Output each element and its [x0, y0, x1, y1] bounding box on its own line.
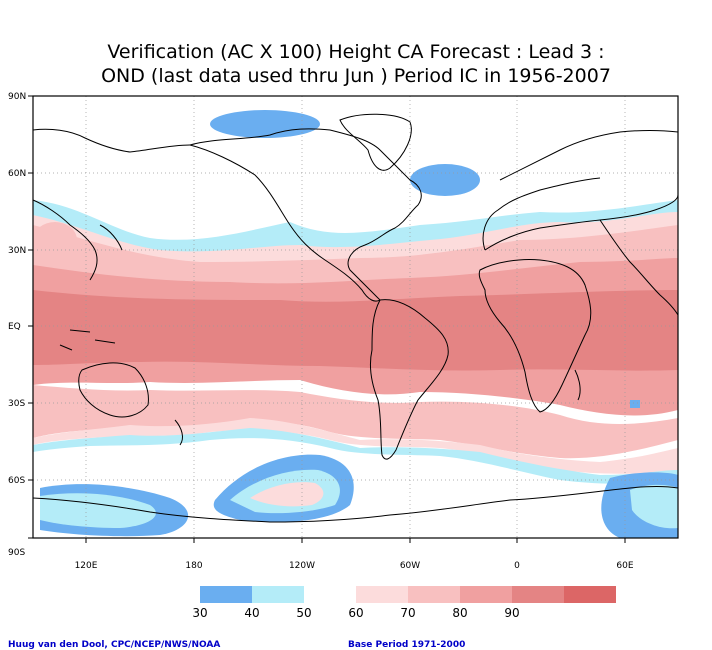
colorbar-label: 90	[504, 606, 520, 620]
map-panel	[28, 95, 679, 543]
colorbar-swatch	[200, 586, 252, 603]
colorbar-label: 50	[296, 606, 312, 620]
colorbar-swatch	[304, 586, 356, 603]
colorbar-label: 70	[400, 606, 416, 620]
title-line-1: Verification (AC X 100) Height CA Foreca…	[107, 41, 605, 63]
colorbar-swatch	[512, 586, 564, 603]
lat-label: 30S	[8, 399, 26, 409]
colorbar-swatch	[252, 586, 304, 603]
lat-label: EQ	[8, 322, 21, 332]
base-period-text: Base Period 1971-2000	[348, 640, 466, 650]
graticule	[33, 96, 678, 538]
lon-label: 0	[514, 561, 520, 571]
lon-label: 120E	[74, 561, 98, 571]
colorbar-label: 40	[244, 606, 260, 620]
lon-label: 180	[185, 561, 203, 571]
colorbar-label: 30	[192, 606, 208, 620]
lon-label: 60E	[616, 561, 634, 571]
title-line-2: OND (last data used thru Jun ) Period IC…	[101, 65, 611, 87]
colorbar-swatch	[356, 586, 408, 603]
lon-label: 120W	[288, 561, 316, 571]
colorbar	[200, 586, 616, 603]
lon-label: 60W	[399, 561, 421, 571]
colorbar-swatch	[564, 586, 616, 603]
lat-label: 30N	[8, 246, 27, 256]
lat-label: 60N	[8, 169, 27, 179]
lat-label: 90S	[8, 548, 26, 558]
credit-text: Huug van den Dool, CPC/NCEP/NWS/NOAA	[8, 640, 221, 650]
coastlines	[32, 113, 679, 523]
colorbar-swatch	[460, 586, 512, 603]
colorbar-swatch	[408, 586, 460, 603]
lat-label: 90N	[8, 92, 27, 102]
colorbar-label: 60	[348, 606, 364, 620]
colorbar-label: 80	[452, 606, 468, 620]
lat-label: 60S	[8, 476, 26, 486]
